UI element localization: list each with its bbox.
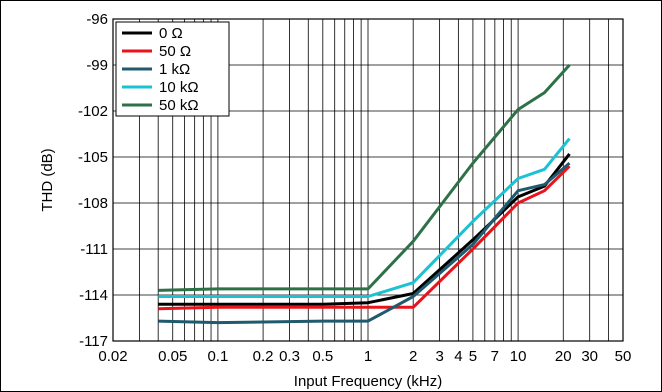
legend-label: 1 kΩ xyxy=(159,61,190,78)
x-tick-label: 30 xyxy=(581,348,598,365)
series-line-5 xyxy=(158,63,571,292)
legend-label: 0 Ω xyxy=(159,25,183,42)
x-tick-label: 3 xyxy=(435,348,443,365)
series-lines xyxy=(158,63,571,325)
x-tick-label: 5 xyxy=(469,348,477,365)
series-line-3 xyxy=(158,161,571,325)
x-tick-label: 4 xyxy=(454,348,462,365)
y-tick-labels: -96 -99 -102 -105 -108 -111 -114 -117 xyxy=(78,11,108,350)
x-tick-label: 0.5 xyxy=(312,348,333,365)
series-line-1 xyxy=(158,152,571,306)
x-tick-label: 50 xyxy=(615,348,632,365)
x-tick-label: 0.02 xyxy=(98,348,127,365)
x-tick-label: 0.2 xyxy=(253,348,274,365)
x-tick-label: 0.1 xyxy=(207,348,228,365)
x-tick-label: 10 xyxy=(510,348,527,365)
x-tick-label: 0.3 xyxy=(279,348,300,365)
series-line-4 xyxy=(158,137,571,298)
y-tick-label: -114 xyxy=(79,287,108,304)
x-tick-label: 0.05 xyxy=(158,348,187,365)
plot-area-border xyxy=(112,18,624,342)
legend-label: 10 kΩ xyxy=(159,79,199,96)
x-tick-label: 20 xyxy=(555,348,572,365)
legend-label: 50 kΩ xyxy=(159,97,199,114)
x-tick-label: 7 xyxy=(491,348,499,365)
x-axis-label: Input Frequency (kHz) xyxy=(294,373,442,390)
x-tick-label: 1 xyxy=(364,348,372,365)
y-tick-label: -96 xyxy=(86,11,108,28)
y-tick-label: -117 xyxy=(79,333,108,350)
y-tick-label: -105 xyxy=(78,149,108,166)
series-line-2 xyxy=(158,165,571,311)
y-tick-label: -111 xyxy=(80,241,108,258)
y-tick-label: -99 xyxy=(86,57,108,74)
x-tick-labels: 0.02 0.05 0.1 0.2 0.3 0.5 1 2 3 4 5 7 10 20 30 50 xyxy=(98,348,631,365)
x-tick-label: 2 xyxy=(409,348,417,365)
y-tick-label: -102 xyxy=(78,103,108,120)
legend-label: 50 Ω xyxy=(159,43,191,60)
y-axis-label: THD (dB) xyxy=(39,148,56,211)
y-tick-label: -108 xyxy=(78,195,108,212)
